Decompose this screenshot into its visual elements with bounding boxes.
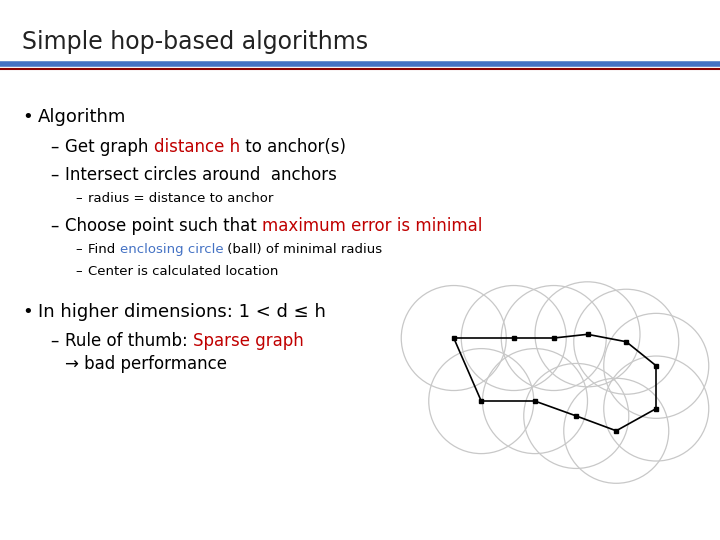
Text: •: • (22, 108, 32, 126)
Text: –: – (50, 332, 58, 350)
Text: Center is calculated location: Center is calculated location (88, 265, 279, 278)
Text: Find: Find (88, 243, 120, 256)
Text: •: • (22, 303, 32, 321)
Text: maximum error is minimal: maximum error is minimal (262, 217, 482, 235)
Text: –: – (50, 166, 58, 184)
Text: Get graph: Get graph (65, 138, 153, 156)
Text: distance h: distance h (153, 138, 240, 156)
Text: Rule of thumb:: Rule of thumb: (65, 332, 193, 350)
Text: Intersect circles around  anchors: Intersect circles around anchors (65, 166, 337, 184)
Text: In higher dimensions: 1 < d ≤ h: In higher dimensions: 1 < d ≤ h (38, 303, 326, 321)
Text: Simple hop-based algorithms: Simple hop-based algorithms (22, 30, 368, 54)
Text: enclosing circle: enclosing circle (120, 243, 223, 256)
Text: –: – (50, 217, 58, 235)
Text: (ball) of minimal radius: (ball) of minimal radius (223, 243, 382, 256)
Text: Sparse graph: Sparse graph (193, 332, 304, 350)
Text: Algorithm: Algorithm (38, 108, 127, 126)
Text: to anchor(s): to anchor(s) (240, 138, 346, 156)
Text: –: – (50, 138, 58, 156)
Text: radius = distance to anchor: radius = distance to anchor (88, 192, 274, 205)
Text: –: – (75, 265, 81, 278)
Text: –: – (75, 243, 81, 256)
Text: Choose point such that: Choose point such that (65, 217, 262, 235)
Text: –: – (75, 192, 81, 205)
Text: → bad performance: → bad performance (65, 355, 227, 373)
